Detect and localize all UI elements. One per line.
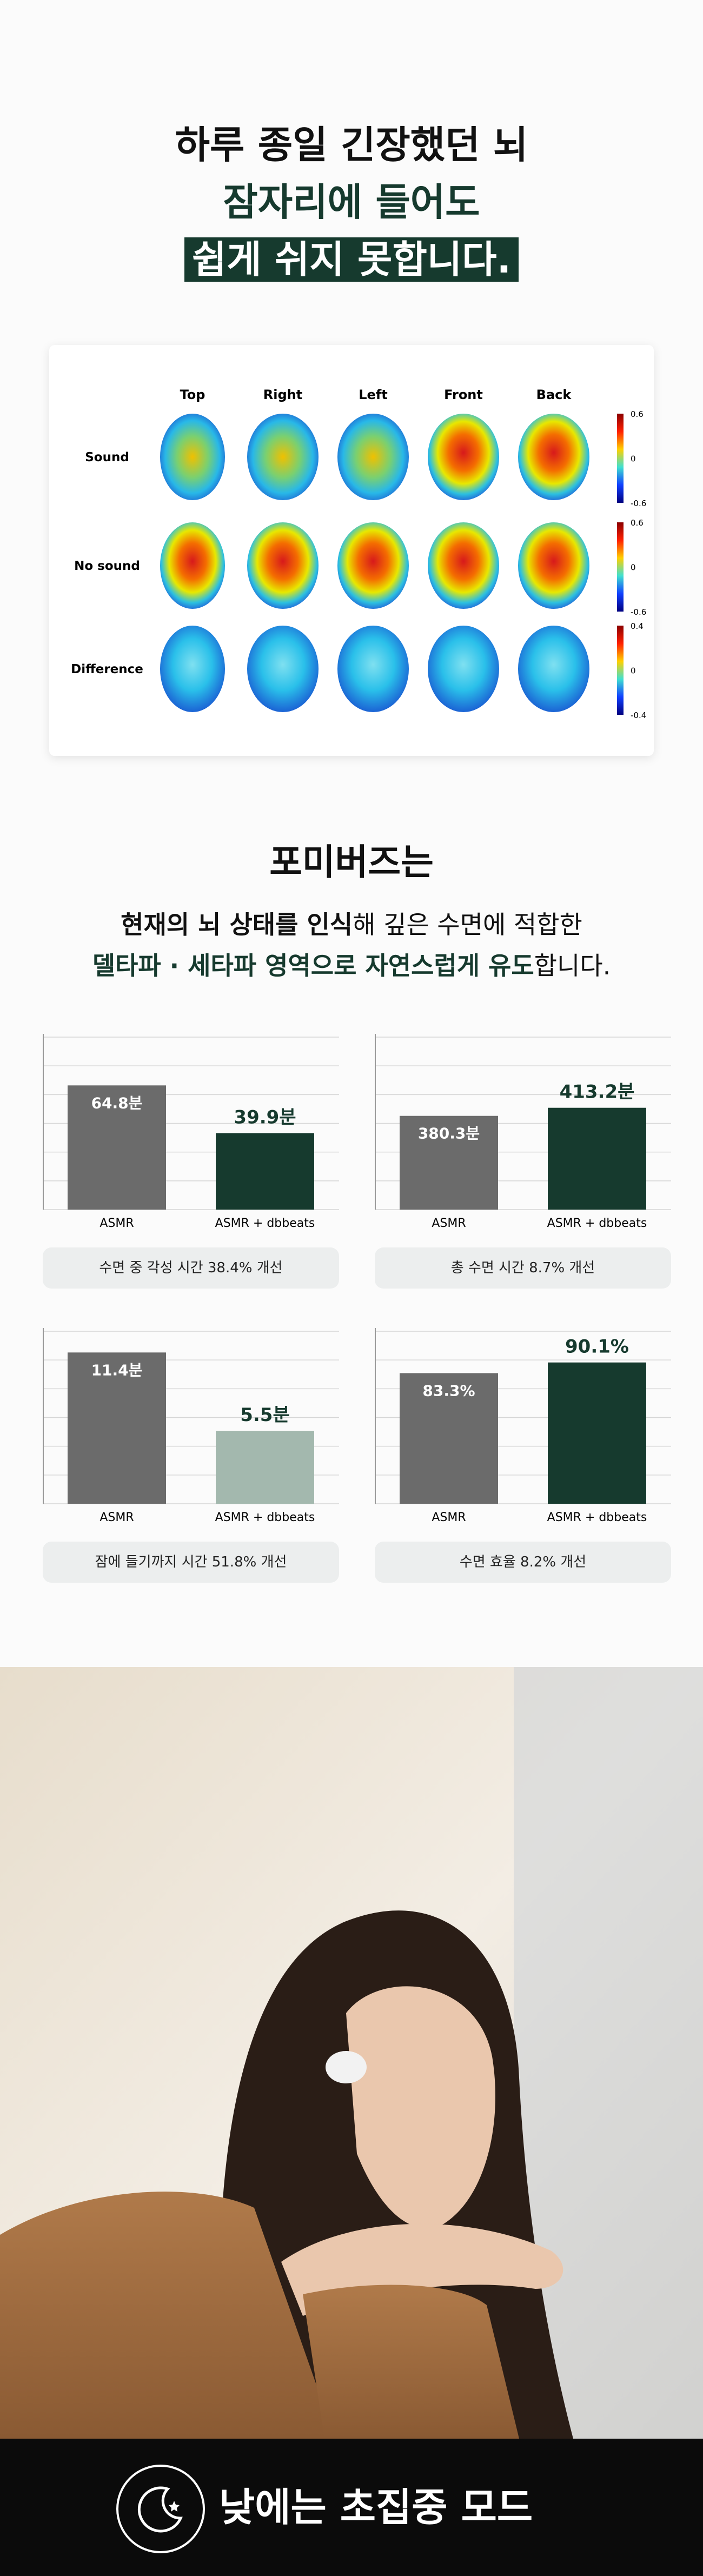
chart-plot: 64.8분 ASMR 39.9분 ASMR + dbbeats (43, 1034, 339, 1230)
section-line-2: 델타파 · 세타파 영역으로 자연스럽게 유도합니다. (0, 945, 703, 986)
bar (548, 1362, 646, 1504)
head-map (518, 414, 589, 500)
value-label: 380.3분 (418, 1125, 480, 1143)
x-tick-label: ASMR (432, 1217, 466, 1230)
value-label: 83.3% (422, 1382, 475, 1399)
banner: 낮에는 초집중 모드 (0, 2439, 703, 2576)
row-label: No sound (74, 559, 140, 573)
section-line-1: 현재의 뇌 상태를 인식해 깊은 수면에 적합한 (0, 904, 703, 945)
head-map (160, 414, 225, 500)
colorbar (617, 522, 624, 612)
earbud (326, 2051, 367, 2083)
colorbar-label: -0.6 (631, 499, 646, 508)
caption: 총 수면 시간 8.7% 개선 (375, 1247, 671, 1289)
x-tick-label: ASMR + dbbeats (215, 1511, 315, 1524)
text: 합니다. (534, 951, 611, 980)
x-tick-label: ASMR + dbbeats (547, 1511, 647, 1524)
head-map (337, 522, 409, 609)
moon-icon (116, 2465, 205, 2553)
value-label: 39.9분 (234, 1107, 296, 1128)
headline-3-wrap: 쉽게 쉬지 못합니다. (0, 233, 703, 287)
x-tick-label: ASMR (100, 1217, 134, 1230)
caption: 수면 효율 8.2% 개선 (375, 1542, 671, 1583)
head-map (428, 522, 499, 609)
head-map (337, 414, 409, 500)
x-tick-label: ASMR + dbbeats (547, 1217, 647, 1230)
column-label: Left (359, 387, 387, 402)
x-tick-label: ASMR + dbbeats (215, 1217, 315, 1230)
emphasis: 델타파 · 세타파 영역으로 자연스럽게 유도 (92, 951, 534, 980)
window (514, 1667, 703, 2439)
chart: 380.3분 ASMR 413.2분 ASMR + dbbeats 총 수면 시간 8.… (375, 1034, 671, 1293)
chart-plot: 83.3% ASMR 90.1% ASMR + dbbeats (375, 1328, 671, 1524)
head-map (160, 522, 225, 609)
colorbar-label: 0.6 (631, 409, 644, 419)
product-photo (0, 1667, 703, 2439)
column-label: Top (180, 387, 205, 402)
bar (216, 1133, 314, 1210)
head-map (247, 414, 319, 500)
colorbar-label: 0.4 (631, 621, 644, 631)
x-tick-label: ASMR (432, 1511, 466, 1524)
sleeve (303, 2285, 519, 2439)
bar (400, 1373, 498, 1504)
caption: 잠에 들기까지 시간 51.8% 개선 (43, 1542, 339, 1583)
bar (216, 1431, 314, 1504)
headline-1: 하루 종일 긴장했던 뇌 (175, 123, 528, 167)
section-title: 포미버즈는 (269, 841, 434, 883)
head-map (160, 626, 225, 712)
caption: 수면 중 각성 시간 38.4% 개선 (43, 1247, 339, 1289)
value-label: 5.5분 (240, 1404, 290, 1426)
column-label: Right (263, 387, 302, 402)
colorbar-label: 0 (631, 454, 636, 464)
bar (400, 1116, 498, 1210)
colorbar-label: 0 (631, 666, 636, 676)
value-label: 11.4분 (91, 1361, 143, 1379)
head-map (518, 626, 589, 712)
sweater (0, 2192, 335, 2439)
headline-2: 잠자리에 들어도 (223, 180, 480, 224)
bar (548, 1107, 646, 1210)
colorbar-label: -0.6 (631, 607, 646, 617)
head-map (428, 626, 499, 712)
bar (68, 1085, 166, 1210)
chart: 83.3% ASMR 90.1% ASMR + dbbeats 수면 효율 8.2% 개… (375, 1328, 671, 1588)
head-map (247, 522, 319, 609)
column-label: Front (444, 387, 483, 402)
chart: 64.8분 ASMR 39.9분 ASMR + dbbeats 수면 중 각성 시간 3… (43, 1034, 339, 1293)
value-label: 64.8분 (91, 1094, 143, 1112)
value-label: 413.2분 (560, 1081, 635, 1103)
value-label: 90.1% (565, 1336, 629, 1358)
brain-map: Top Right Left Front Back Sound 0.6 0 -0.6 No sou… (71, 387, 646, 720)
banner-text: 낮에는 초집중 모드 (219, 2485, 533, 2530)
chart-plot: 11.4분 ASMR 5.5분 ASMR + dbbeats (43, 1328, 339, 1524)
chart: 11.4분 ASMR 5.5분 ASMR + dbbeats 잠에 들기까지 시간 51… (43, 1328, 339, 1588)
colorbar-label: 0 (631, 563, 636, 573)
headline-3: 쉽게 쉬지 못합니다. (184, 237, 519, 282)
text: 해 깊은 수면에 적합한 (353, 910, 582, 939)
colorbar-label: 0.6 (631, 518, 644, 528)
head-map (337, 626, 409, 712)
colorbar-label: -0.4 (631, 711, 646, 720)
column-label: Back (536, 387, 572, 402)
colorbar (617, 414, 624, 503)
colorbar (617, 626, 624, 715)
face (346, 1986, 495, 2228)
chart-plot: 380.3분 ASMR 413.2분 ASMR + dbbeats (375, 1034, 671, 1230)
row-label: Difference (71, 662, 143, 676)
head-map (518, 522, 589, 609)
head-map (428, 414, 499, 500)
bar (68, 1352, 166, 1504)
emphasis: 현재의 뇌 상태를 인식 (121, 910, 353, 939)
x-tick-label: ASMR (100, 1511, 134, 1524)
row-label: Sound (85, 450, 129, 464)
head-map (247, 626, 319, 712)
brain-map-panel: Top Right Left Front Back Sound 0.6 0 -0.6 No sou… (49, 345, 654, 756)
